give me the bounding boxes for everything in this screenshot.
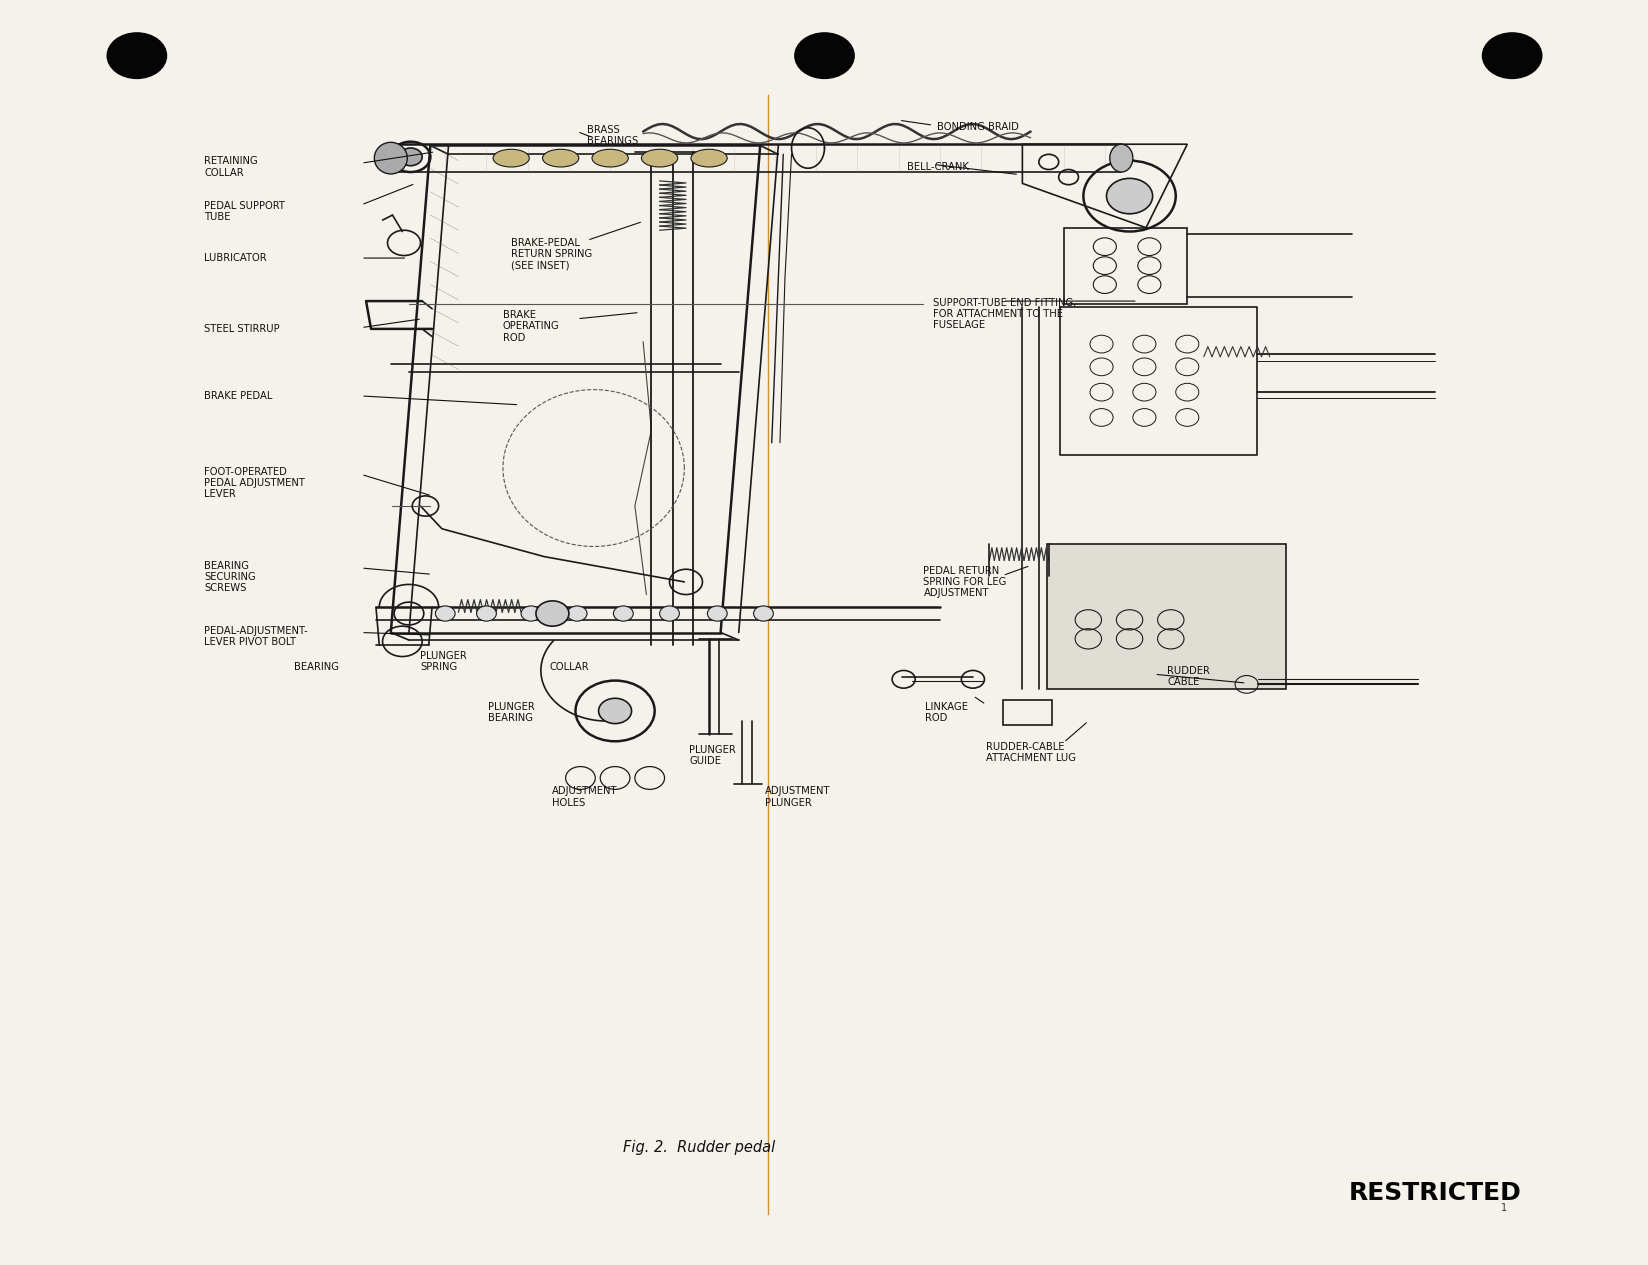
Text: FOOT-OPERATED
PEDAL ADJUSTMENT
LEVER: FOOT-OPERATED PEDAL ADJUSTMENT LEVER — [204, 467, 305, 500]
Text: BEARING
SECURING
SCREWS: BEARING SECURING SCREWS — [204, 560, 255, 593]
Circle shape — [659, 606, 679, 621]
Circle shape — [613, 606, 633, 621]
Ellipse shape — [592, 149, 628, 167]
Text: PLUNGER
BEARING: PLUNGER BEARING — [488, 702, 534, 722]
Circle shape — [107, 33, 166, 78]
Circle shape — [598, 698, 631, 724]
Text: RUDDER
CABLE: RUDDER CABLE — [1167, 667, 1210, 687]
Text: PEDAL-ADJUSTMENT-
LEVER PIVOT BOLT: PEDAL-ADJUSTMENT- LEVER PIVOT BOLT — [204, 626, 308, 646]
Ellipse shape — [1109, 144, 1132, 172]
Text: ADJUSTMENT
PLUNGER: ADJUSTMENT PLUNGER — [765, 787, 831, 807]
Circle shape — [753, 606, 773, 621]
Text: BONDING BRAID: BONDING BRAID — [936, 121, 1018, 132]
Text: Fig. 2.  Rudder pedal: Fig. 2. Rudder pedal — [623, 1140, 775, 1155]
Text: 1: 1 — [1500, 1203, 1506, 1213]
Ellipse shape — [542, 149, 578, 167]
Circle shape — [521, 606, 541, 621]
Text: BRAKE-PEDAL
RETURN SPRING
(SEE INSET): BRAKE-PEDAL RETURN SPRING (SEE INSET) — [511, 238, 592, 271]
Text: STEEL STIRRUP: STEEL STIRRUP — [204, 324, 280, 334]
Circle shape — [567, 606, 587, 621]
Ellipse shape — [641, 149, 677, 167]
Circle shape — [476, 606, 496, 621]
Text: PEDAL RETURN
SPRING FOR LEG
ADJUSTMENT: PEDAL RETURN SPRING FOR LEG ADJUSTMENT — [923, 565, 1007, 598]
Text: PLUNGER
GUIDE: PLUNGER GUIDE — [689, 745, 735, 765]
Circle shape — [1106, 178, 1152, 214]
Text: BRAKE PEDAL: BRAKE PEDAL — [204, 391, 272, 401]
Ellipse shape — [374, 143, 407, 173]
Text: BELL-CRANK: BELL-CRANK — [906, 162, 969, 172]
Ellipse shape — [493, 149, 529, 167]
Text: ADJUSTMENT
HOLES: ADJUSTMENT HOLES — [552, 787, 618, 807]
Ellipse shape — [691, 149, 727, 167]
Circle shape — [435, 606, 455, 621]
Text: SUPPORT-TUBE END FITTING,
FOR ATTACHMENT TO THE
FUSELAGE: SUPPORT-TUBE END FITTING, FOR ATTACHMENT… — [933, 297, 1076, 330]
Text: RETAINING
COLLAR: RETAINING COLLAR — [204, 157, 259, 177]
Circle shape — [794, 33, 854, 78]
Text: PLUNGER
SPRING: PLUNGER SPRING — [420, 651, 466, 672]
Text: BRASS
BEARINGS: BRASS BEARINGS — [587, 125, 638, 145]
Text: LUBRICATOR: LUBRICATOR — [204, 253, 267, 263]
Circle shape — [536, 601, 569, 626]
Text: LINKAGE
ROD: LINKAGE ROD — [925, 702, 967, 722]
Bar — [1046, 544, 1285, 689]
Text: PEDAL SUPPORT
TUBE: PEDAL SUPPORT TUBE — [204, 201, 285, 221]
Circle shape — [1482, 33, 1541, 78]
Text: BRAKE
OPERATING
ROD: BRAKE OPERATING ROD — [503, 310, 559, 343]
Circle shape — [399, 148, 422, 166]
Text: COLLAR: COLLAR — [549, 662, 588, 672]
Text: RUDDER-CABLE
ATTACHMENT LUG: RUDDER-CABLE ATTACHMENT LUG — [986, 743, 1076, 763]
Circle shape — [707, 606, 727, 621]
Bar — [1002, 700, 1051, 725]
Text: RESTRICTED: RESTRICTED — [1348, 1182, 1519, 1204]
Text: BEARING: BEARING — [293, 662, 338, 672]
